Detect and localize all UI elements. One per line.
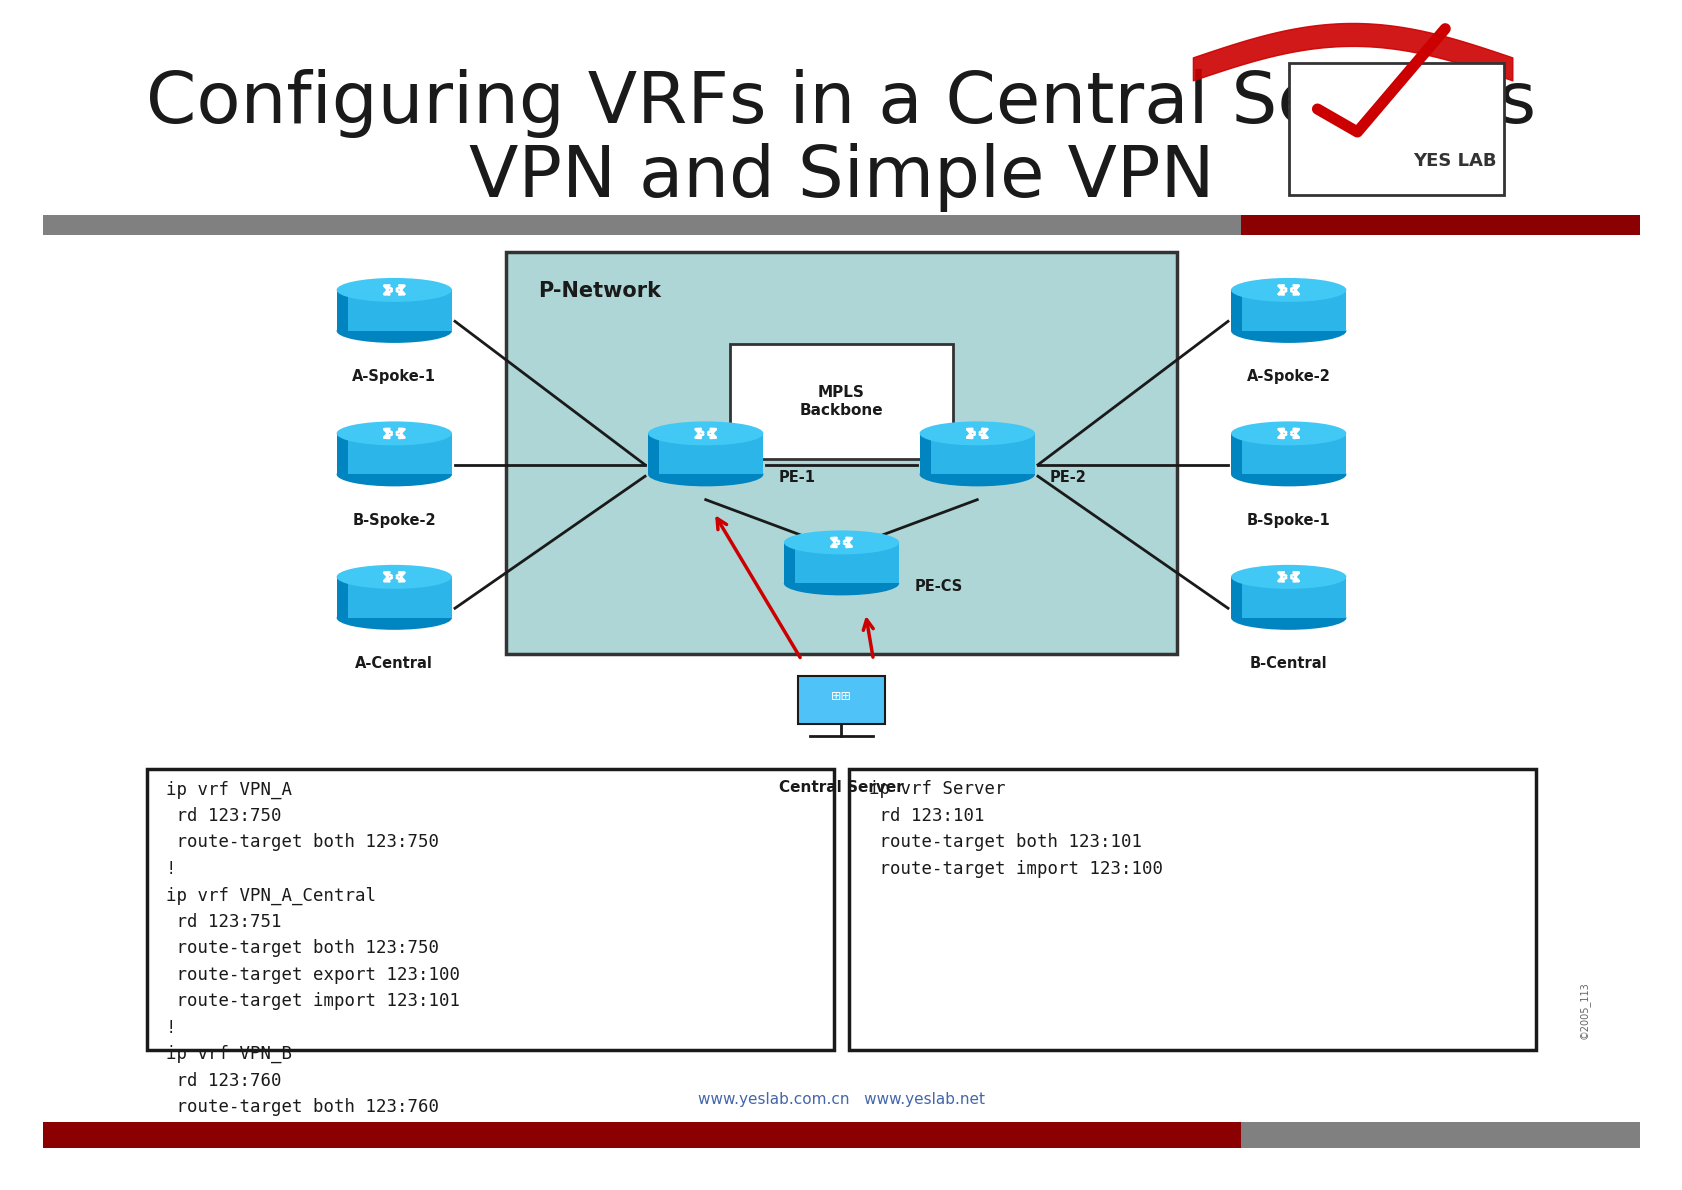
FancyBboxPatch shape [1230,289,1241,331]
FancyBboxPatch shape [336,576,452,618]
Ellipse shape [1230,463,1346,487]
Bar [42,1122,1240,1147]
Bar [730,344,952,459]
FancyBboxPatch shape [336,576,348,618]
Ellipse shape [1230,421,1346,445]
Ellipse shape [918,421,1034,445]
Text: VPN and Simple VPN: VPN and Simple VPN [469,143,1213,212]
Text: B-Spoke-1: B-Spoke-1 [1246,513,1330,527]
FancyBboxPatch shape [1230,289,1346,331]
Text: ip vrf Server
 rd 123:101
 route-target both 123:101
 route-target import 123:10: ip vrf Server rd 123:101 route-target bo… [868,781,1162,877]
FancyBboxPatch shape [784,541,794,583]
FancyBboxPatch shape [506,252,1176,655]
FancyBboxPatch shape [1230,576,1346,618]
Ellipse shape [784,571,898,595]
Ellipse shape [648,463,764,487]
Text: PE-CS: PE-CS [913,580,962,594]
Ellipse shape [336,606,452,630]
Ellipse shape [1230,606,1346,630]
FancyBboxPatch shape [336,433,348,475]
Text: ⊞⊞: ⊞⊞ [831,690,851,703]
FancyBboxPatch shape [1230,433,1346,475]
Ellipse shape [336,421,452,445]
Ellipse shape [336,319,452,343]
Ellipse shape [918,463,1034,487]
FancyBboxPatch shape [1230,576,1241,618]
FancyBboxPatch shape [1230,433,1241,475]
Text: ip vrf VPN_A
 rd 123:750
 route-target both 123:750
!
ip vrf VPN_A_Central
 rd 1: ip vrf VPN_A rd 123:750 route-target bot… [167,781,459,1116]
FancyBboxPatch shape [336,289,348,331]
Text: ©2005_113: ©2005_113 [1578,981,1589,1039]
Bar [797,676,885,725]
Ellipse shape [1230,565,1346,589]
Text: B-Spoke-2: B-Spoke-2 [352,513,436,527]
Text: B-Central: B-Central [1250,656,1327,671]
Bar [42,214,1640,236]
Text: P-Network: P-Network [538,281,661,301]
Text: A-Spoke-2: A-Spoke-2 [1246,369,1330,384]
FancyBboxPatch shape [918,433,930,475]
Text: Configuring VRFs in a Central Services: Configuring VRFs in a Central Services [146,69,1536,138]
Text: PE-2: PE-2 [1050,470,1087,486]
Bar [1288,63,1504,195]
FancyBboxPatch shape [336,433,452,475]
Text: PE-1: PE-1 [779,470,816,486]
Text: A-Central: A-Central [355,656,432,671]
Text: www.yeslab.com.cn   www.yeslab.net: www.yeslab.com.cn www.yeslab.net [698,1092,984,1107]
Bar [849,769,1536,1050]
Text: A-Spoke-1: A-Spoke-1 [352,369,436,384]
FancyBboxPatch shape [784,541,898,583]
Ellipse shape [336,278,452,302]
Text: Central Server: Central Server [779,781,903,795]
Text: YES LAB: YES LAB [1411,152,1495,170]
FancyBboxPatch shape [918,433,1034,475]
FancyBboxPatch shape [336,289,452,331]
Ellipse shape [1230,319,1346,343]
FancyBboxPatch shape [648,433,764,475]
Text: MPLS
Backbone: MPLS Backbone [799,386,883,418]
Bar [146,769,833,1050]
Ellipse shape [336,565,452,589]
Ellipse shape [336,463,452,487]
Bar [1240,214,1640,236]
Bar [1240,1122,1640,1147]
Ellipse shape [784,531,898,555]
Ellipse shape [1230,278,1346,302]
FancyBboxPatch shape [648,433,659,475]
Ellipse shape [648,421,764,445]
